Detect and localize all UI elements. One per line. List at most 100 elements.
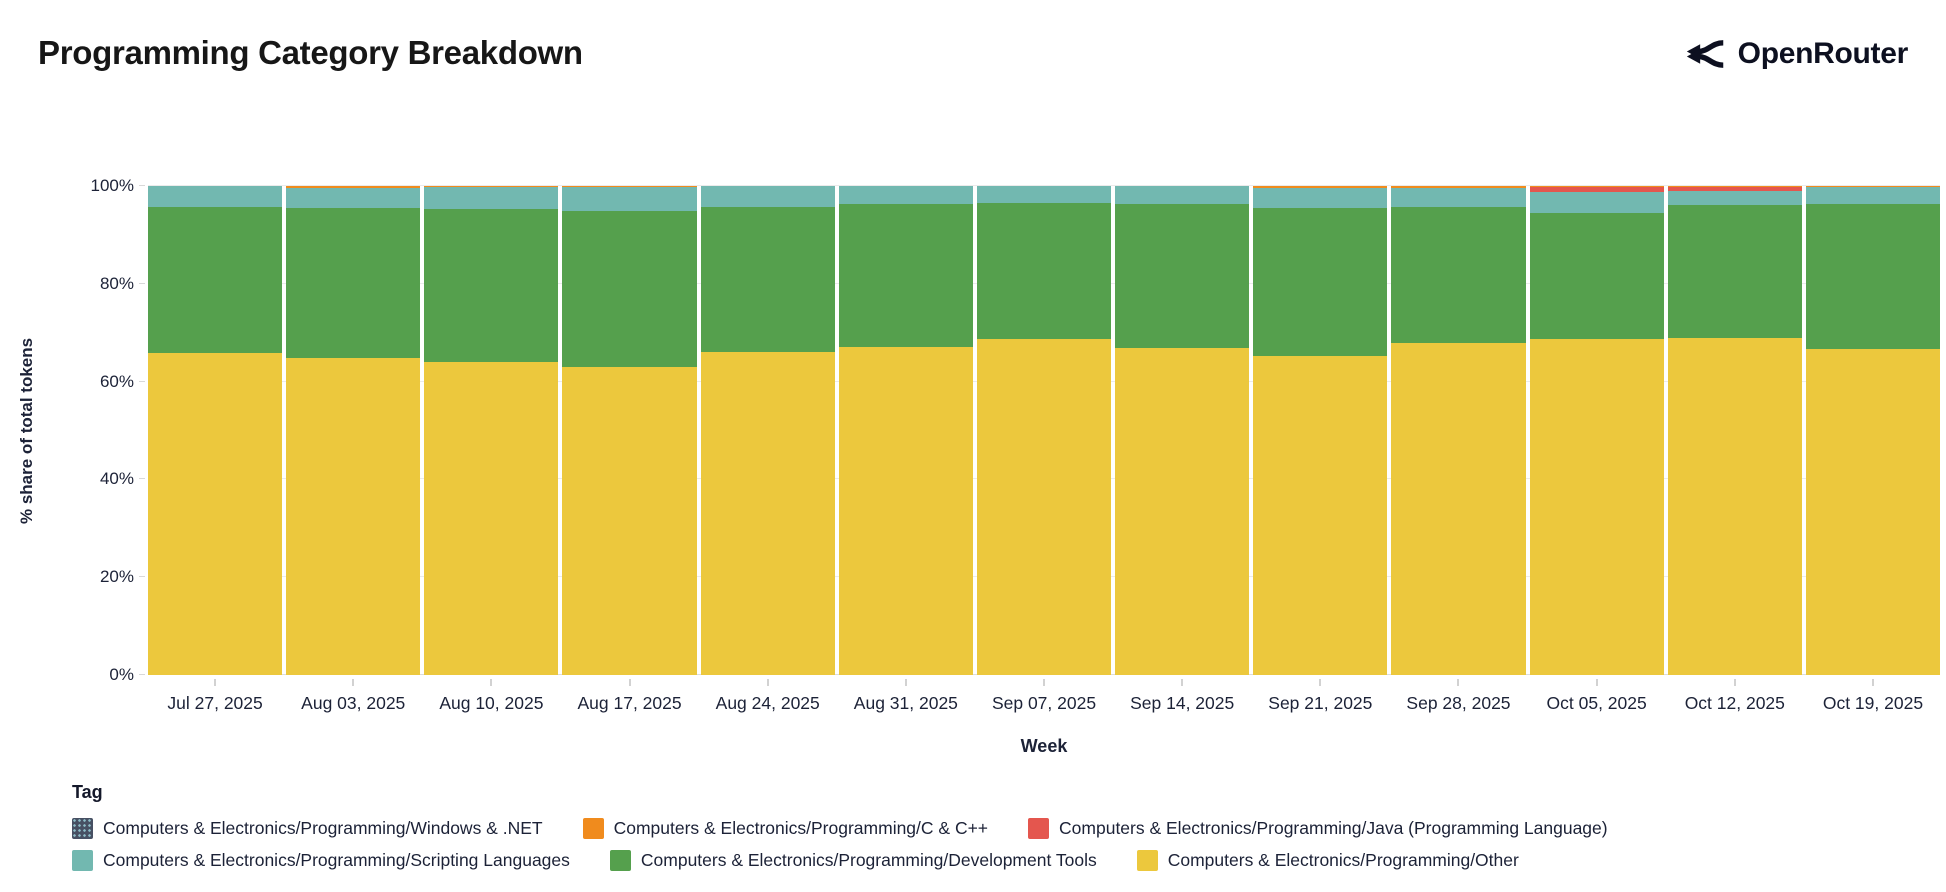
legend-swatch: [609, 850, 631, 871]
bar-segment[interactable]: [562, 210, 697, 367]
bar-segment[interactable]: [1805, 204, 1941, 349]
y-tick-label: 80%: [99, 273, 134, 293]
bar-aug-24-2025[interactable]: [700, 186, 835, 675]
bar-oct-19-2025[interactable]: [1805, 186, 1941, 675]
bar-sep-21-2025[interactable]: [1253, 186, 1388, 675]
bar-segment[interactable]: [562, 366, 697, 675]
brand-name: OpenRouter: [1737, 37, 1909, 70]
bar-sep-14-2025[interactable]: [1115, 186, 1250, 675]
x-tick: [1733, 679, 1736, 686]
bar-segment[interactable]: [1667, 190, 1802, 206]
y-tick-label: 60%: [99, 371, 134, 391]
bar-aug-17-2025[interactable]: [562, 186, 697, 675]
legend-swatch: [72, 850, 93, 871]
bar-segment[interactable]: [1529, 187, 1664, 193]
bar-segment[interactable]: [700, 352, 835, 675]
bar-oct-05-2025[interactable]: [1529, 186, 1664, 675]
x-tick: [1595, 679, 1598, 686]
bar-segment[interactable]: [1253, 208, 1388, 357]
openrouter-logo-icon: [1683, 33, 1725, 75]
bar-segment[interactable]: [148, 186, 283, 208]
bar-segment[interactable]: [1805, 348, 1941, 675]
bar-segment[interactable]: [838, 204, 973, 347]
legend-label: Computers & Electronics/Programming/Wind…: [103, 818, 543, 838]
bar-segment[interactable]: [700, 207, 835, 353]
bar-segment[interactable]: [1667, 187, 1802, 191]
x-label-cell: Aug 24, 2025: [701, 679, 835, 714]
x-label-cell: Aug 10, 2025: [424, 679, 558, 714]
bar-sep-28-2025[interactable]: [1391, 186, 1526, 675]
bar-oct-12-2025[interactable]: [1667, 186, 1802, 675]
x-label-cell: Oct 19, 2025: [1806, 679, 1940, 714]
bar-segment[interactable]: [976, 339, 1112, 675]
x-tick-label: Aug 17, 2025: [577, 693, 682, 713]
bar-segment[interactable]: [700, 186, 835, 208]
legend-row-1: Computers & Electronics/Programming/Wind…: [72, 818, 1608, 839]
x-tick: [1871, 679, 1874, 686]
bar-segment[interactable]: [1253, 356, 1388, 675]
bar-segment[interactable]: [1805, 187, 1941, 205]
bar-segment[interactable]: [1667, 205, 1802, 339]
x-tick: [1457, 679, 1460, 686]
bar-segment[interactable]: [148, 207, 283, 354]
bar-segment[interactable]: [1667, 338, 1802, 675]
bar-segment[interactable]: [1529, 212, 1664, 340]
legend-item: Computers & Electronics/Programming/C & …: [582, 818, 988, 839]
bar-segment[interactable]: [1391, 342, 1526, 675]
bar-segment[interactable]: [562, 186, 697, 188]
x-tick: [1319, 679, 1322, 686]
x-label-cell: Oct 05, 2025: [1530, 679, 1664, 714]
x-tick-label: Oct 05, 2025: [1546, 693, 1647, 713]
bar-segment[interactable]: [976, 203, 1112, 340]
bar-segment[interactable]: [1253, 187, 1388, 209]
x-label-cell: Sep 28, 2025: [1391, 679, 1525, 714]
x-tick-label: Sep 07, 2025: [991, 693, 1097, 713]
bar-segment[interactable]: [562, 187, 697, 211]
legend-swatch: [582, 818, 604, 839]
bar-segment[interactable]: [1391, 207, 1526, 343]
x-tick-label: Aug 03, 2025: [301, 693, 406, 713]
bar-segment[interactable]: [1391, 186, 1526, 188]
legend-item: Computers & Electronics/Programming/Scri…: [72, 850, 570, 871]
bar-segment[interactable]: [286, 208, 421, 359]
bar-segment[interactable]: [286, 187, 421, 209]
bar-jul-27-2025[interactable]: [148, 186, 283, 675]
bar-segment[interactable]: [424, 186, 559, 188]
bar-segment[interactable]: [838, 186, 973, 205]
x-tick: [352, 679, 355, 686]
bar-segment[interactable]: [1667, 186, 1802, 188]
bar-sep-07-2025[interactable]: [976, 186, 1112, 675]
openrouter-logo: OpenRouter: [1683, 33, 1908, 75]
bar-segment[interactable]: [1529, 192, 1664, 213]
y-tick-100: [139, 185, 145, 186]
bar-segment[interactable]: [424, 187, 559, 209]
x-tick-label: Oct 12, 2025: [1684, 693, 1785, 713]
bar-aug-03-2025[interactable]: [286, 186, 421, 675]
bar-aug-10-2025[interactable]: [424, 186, 559, 675]
bar-segment[interactable]: [1115, 204, 1250, 348]
bar-segment[interactable]: [1115, 347, 1250, 675]
bar-segment[interactable]: [838, 346, 973, 675]
legend-label: Computers & Electronics/Programming/Java…: [1059, 818, 1608, 838]
plot-area: [139, 185, 1941, 675]
bar-segment[interactable]: [976, 186, 1112, 204]
x-label-cell: Sep 07, 2025: [977, 679, 1111, 714]
bar-aug-31-2025[interactable]: [838, 186, 973, 675]
bar-segment[interactable]: [1805, 186, 1941, 188]
bar-segment[interactable]: [1253, 186, 1388, 188]
x-label-cell: Sep 14, 2025: [1115, 679, 1249, 714]
bar-segment[interactable]: [424, 209, 559, 363]
x-tick: [904, 679, 907, 686]
bar-segment[interactable]: [148, 353, 283, 675]
bar-segment[interactable]: [286, 358, 421, 675]
bar-segment[interactable]: [1391, 187, 1526, 208]
bar-segment[interactable]: [424, 362, 559, 675]
x-tick-label: Aug 31, 2025: [853, 693, 958, 713]
x-tick-label: Oct 19, 2025: [1822, 693, 1924, 713]
x-tick: [766, 679, 769, 686]
x-tick-label: Sep 14, 2025: [1130, 693, 1235, 713]
bar-segment[interactable]: [1529, 186, 1664, 187]
bar-segment[interactable]: [1529, 339, 1664, 675]
bar-segment[interactable]: [1115, 186, 1250, 205]
bar-segment[interactable]: [286, 186, 421, 188]
